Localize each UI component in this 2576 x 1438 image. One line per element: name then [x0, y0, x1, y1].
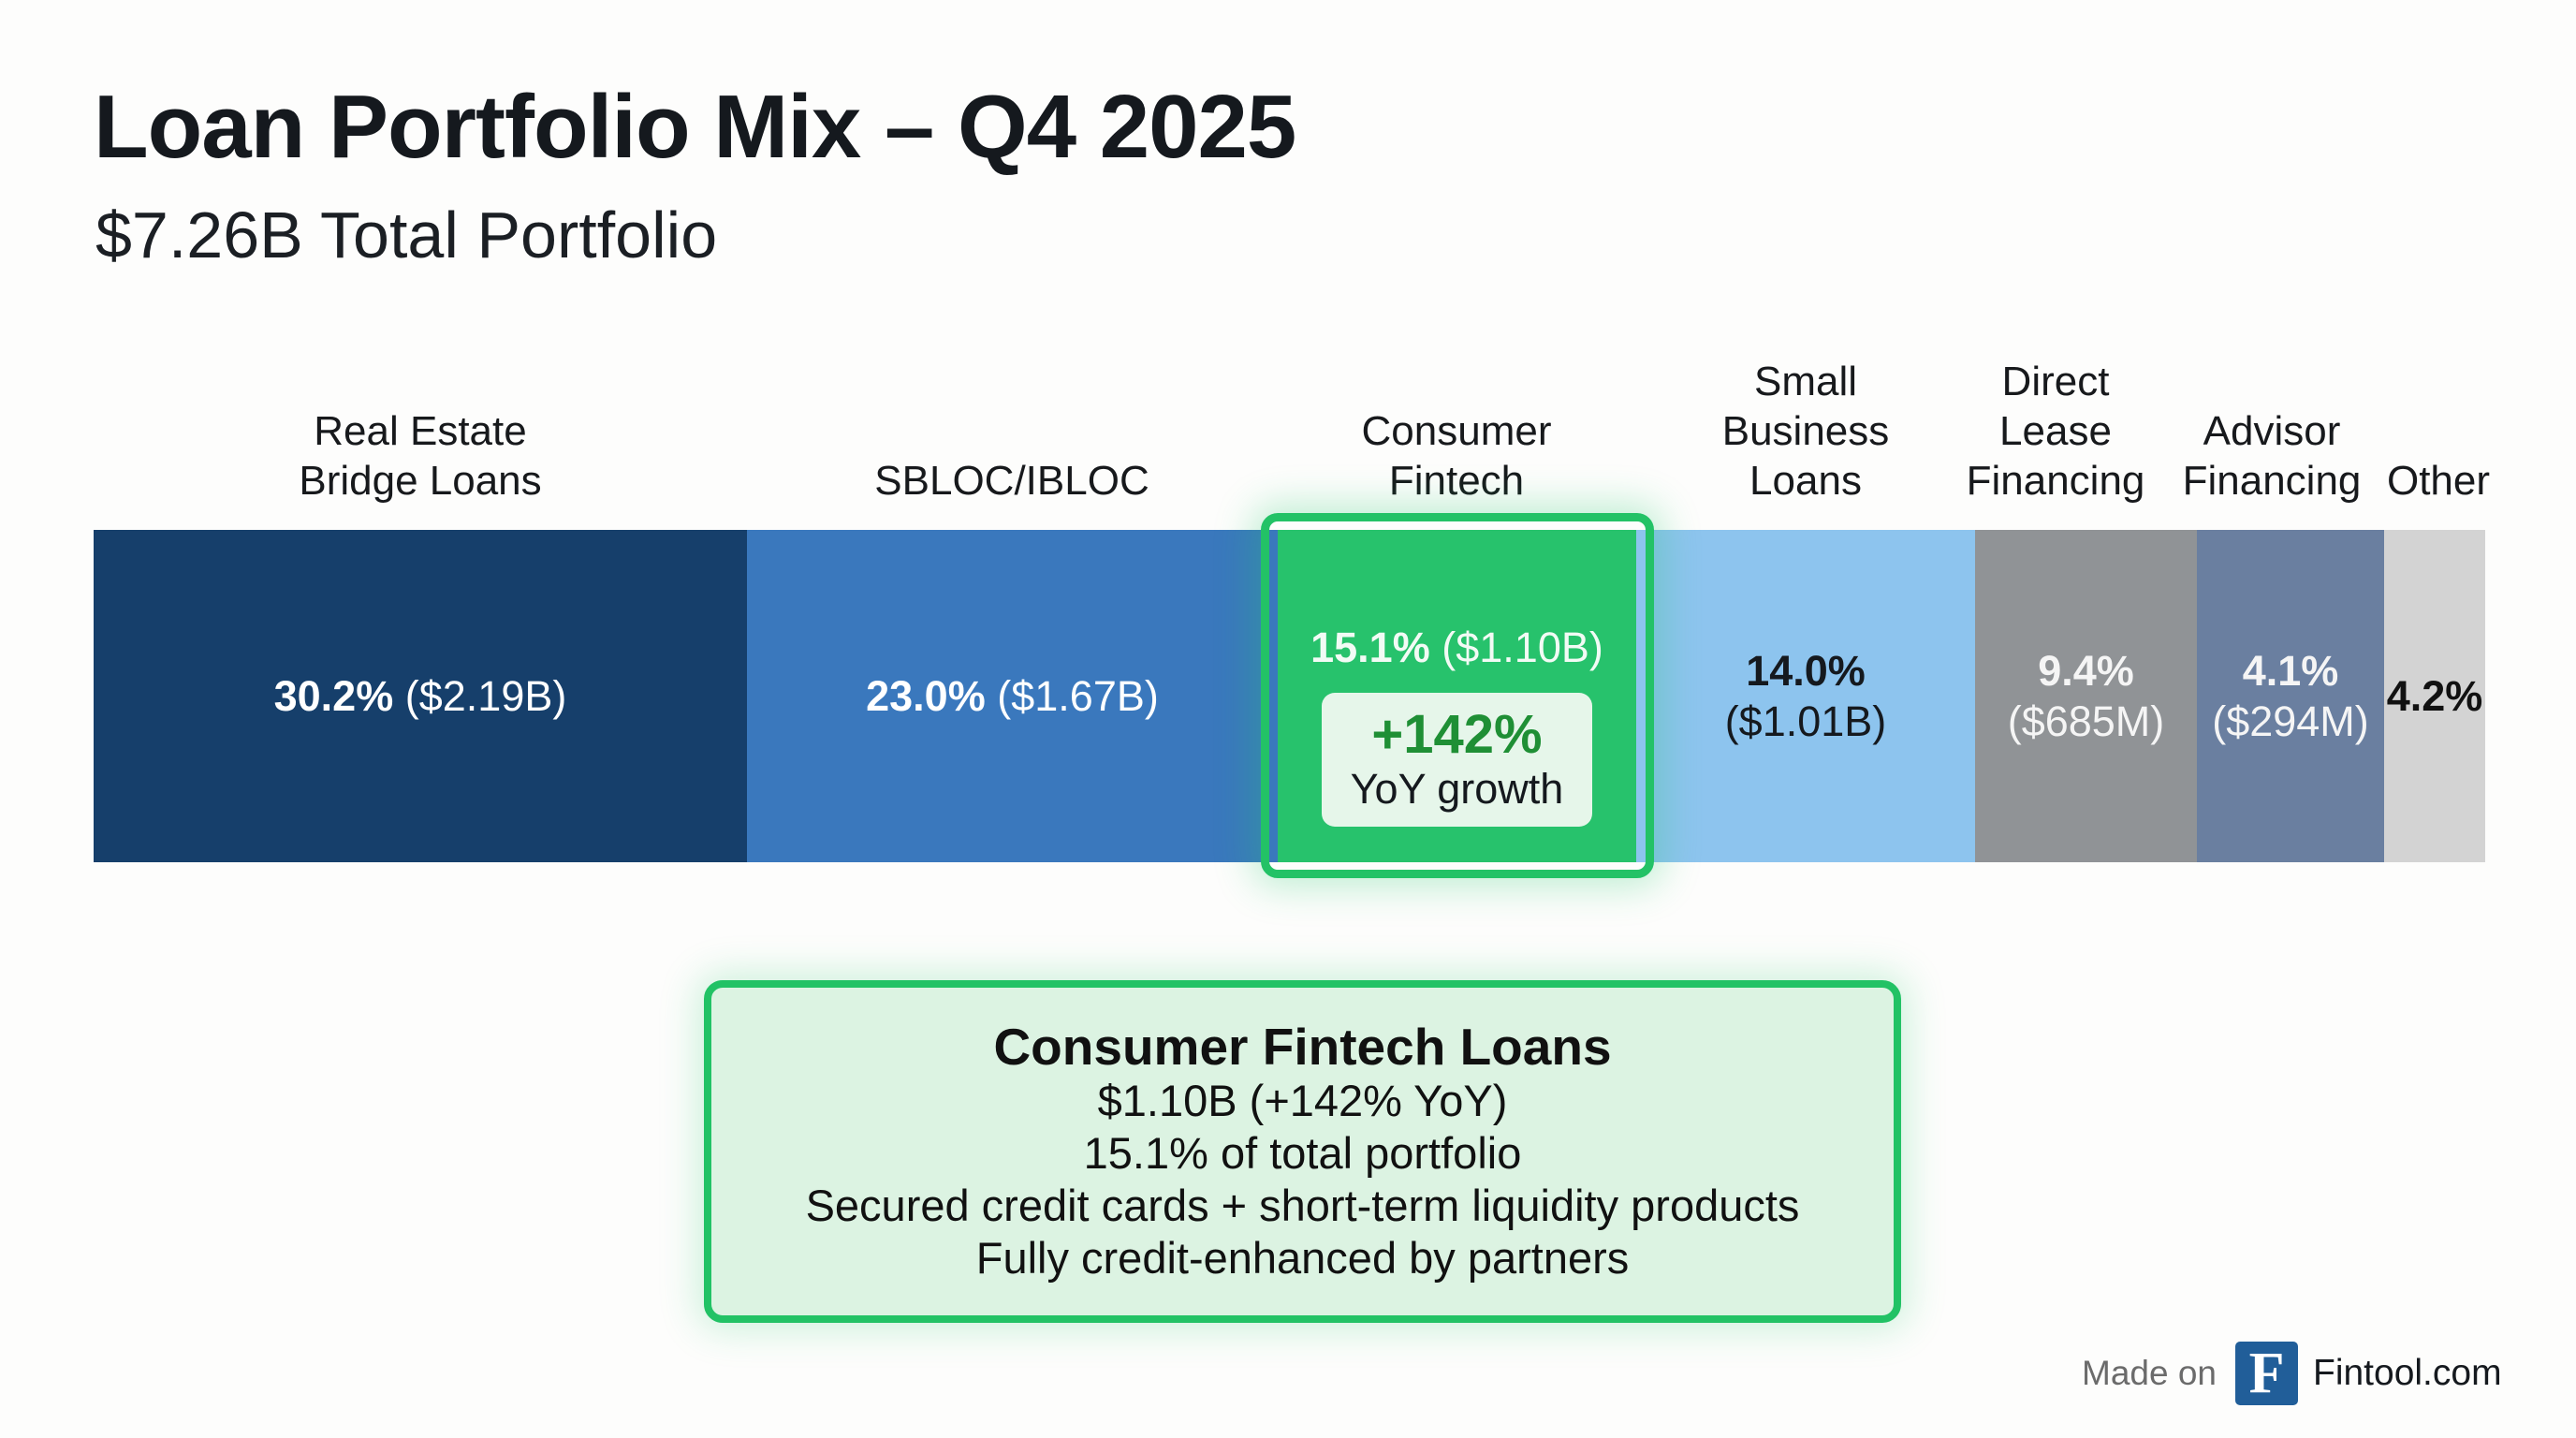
segment-pct: 30.2% — [273, 671, 394, 720]
label-real-estate-bridge-loans: Real Estate Bridge Loans — [299, 408, 542, 504]
footer-attribution: Made on F Fintool.com — [2082, 1341, 2502, 1406]
label-sbloc-ibloc: SBLOC/IBLOC — [874, 458, 1149, 504]
stacked-bar: 30.2% ($2.19B) 23.0% ($1.67B) 14.0% ($1.0… — [94, 530, 2485, 862]
segment-amount: ($1.01B) — [1724, 697, 1887, 745]
segment-amount: ($685M) — [2007, 697, 2165, 745]
fintool-logo-icon: F — [2235, 1342, 2298, 1405]
callout-line: Secured credit cards + short-term liquid… — [805, 1181, 1800, 1230]
label-small-business-loans: Small Business Loans — [1721, 359, 1890, 504]
segment-small-business-loans[interactable]: 14.0% ($1.01B) — [1636, 530, 1975, 862]
segment-labels: Real Estate Bridge Loans SBLOC/IBLOC Con… — [0, 356, 2576, 506]
segment-pct: 4.1% — [2242, 646, 2339, 695]
label-other: Other — [2386, 458, 2491, 504]
segment-pct: 23.0% — [866, 671, 986, 720]
segment-real-estate-bridge-loans[interactable]: 30.2% ($2.19B) — [94, 530, 747, 862]
callout-title: Consumer Fintech Loans — [993, 1018, 1612, 1076]
callout-line: 15.1% of total portfolio — [1083, 1128, 1522, 1178]
segment-direct-lease-financing[interactable]: 9.4% ($685M) — [1975, 530, 2197, 862]
segment-other[interactable]: 4.2% — [2384, 530, 2485, 862]
label-direct-lease-financing: Direct Lease Financing — [1966, 359, 2145, 504]
badge-caption: YoY growth — [1350, 764, 1564, 813]
page-title: Loan Portfolio Mix – Q4 2025 — [94, 77, 1296, 177]
segment-pct: 4.2% — [2386, 671, 2483, 720]
fintool-link[interactable]: Fintool.com — [2313, 1353, 2502, 1393]
label-consumer-fintech: Consumer Fintech — [1361, 408, 1552, 504]
highlight-outline — [1261, 513, 1654, 878]
segment-consumer-fintech[interactable]: 15.1% ($1.10B) +142% YoY growth — [1278, 530, 1636, 862]
segment-pct: 14.0% — [1746, 646, 1866, 695]
segment-advisor-financing[interactable]: 4.1% ($294M) — [2197, 530, 2384, 862]
segment-amount: ($294M) — [2212, 697, 2369, 745]
badge-value: +142% — [1371, 703, 1543, 765]
callout-line: $1.10B (+142% YoY) — [1097, 1076, 1508, 1125]
segment-amount: ($1.10B) — [1442, 624, 1603, 671]
made-on-text: Made on — [2082, 1354, 2217, 1392]
segment-pct: 9.4% — [2038, 646, 2134, 695]
yoy-growth-badge: +142% YoY growth — [1322, 693, 1592, 827]
callout-line: Fully credit-enhanced by partners — [975, 1233, 1630, 1283]
segment-sbloc-ibloc[interactable]: 23.0% ($1.67B) — [747, 530, 1290, 862]
segment-amount: ($2.19B) — [404, 671, 567, 720]
segment-pct: 15.1% — [1310, 624, 1430, 671]
segment-amount: ($1.67B) — [997, 671, 1159, 720]
consumer-fintech-callout: Consumer Fintech Loans $1.10B (+142% YoY… — [704, 980, 1901, 1323]
page-subtitle: $7.26B Total Portfolio — [95, 198, 718, 271]
label-advisor-financing: Advisor Financing — [2182, 408, 2362, 504]
